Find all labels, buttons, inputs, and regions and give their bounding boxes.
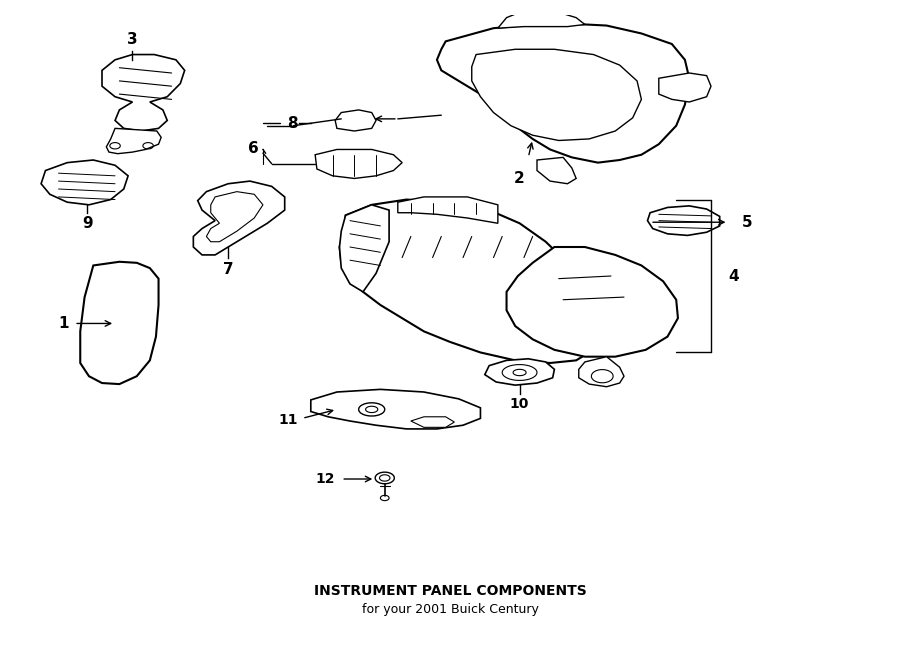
- Polygon shape: [398, 197, 498, 223]
- Polygon shape: [106, 128, 161, 154]
- Polygon shape: [194, 181, 284, 255]
- Text: 6: 6: [248, 141, 258, 156]
- Polygon shape: [206, 191, 263, 242]
- Text: 4: 4: [728, 269, 739, 283]
- Polygon shape: [410, 417, 454, 428]
- Text: for your 2001 Buick Century: for your 2001 Buick Century: [362, 603, 538, 616]
- Polygon shape: [437, 23, 689, 163]
- Text: 2: 2: [514, 171, 525, 185]
- Polygon shape: [498, 10, 585, 28]
- Text: 1: 1: [58, 316, 69, 331]
- Text: 11: 11: [278, 413, 298, 427]
- Polygon shape: [339, 205, 389, 292]
- Polygon shape: [647, 206, 720, 236]
- Polygon shape: [41, 160, 128, 205]
- Text: 7: 7: [223, 261, 233, 277]
- Polygon shape: [335, 110, 376, 131]
- Polygon shape: [339, 199, 602, 363]
- Text: 3: 3: [127, 32, 138, 46]
- Text: 10: 10: [510, 397, 529, 411]
- Text: INSTRUMENT PANEL COMPONENTS: INSTRUMENT PANEL COMPONENTS: [313, 585, 587, 598]
- Polygon shape: [537, 158, 576, 184]
- Polygon shape: [310, 389, 481, 429]
- Polygon shape: [528, 0, 559, 10]
- Text: 9: 9: [82, 216, 93, 232]
- Polygon shape: [102, 54, 184, 131]
- Text: 5: 5: [742, 214, 752, 230]
- Polygon shape: [315, 150, 402, 179]
- Text: 12: 12: [316, 472, 335, 486]
- Polygon shape: [472, 49, 642, 140]
- Polygon shape: [80, 261, 158, 384]
- Polygon shape: [579, 357, 624, 387]
- Polygon shape: [485, 359, 554, 385]
- Text: 8: 8: [287, 116, 298, 130]
- Polygon shape: [659, 73, 711, 102]
- Polygon shape: [507, 247, 678, 357]
